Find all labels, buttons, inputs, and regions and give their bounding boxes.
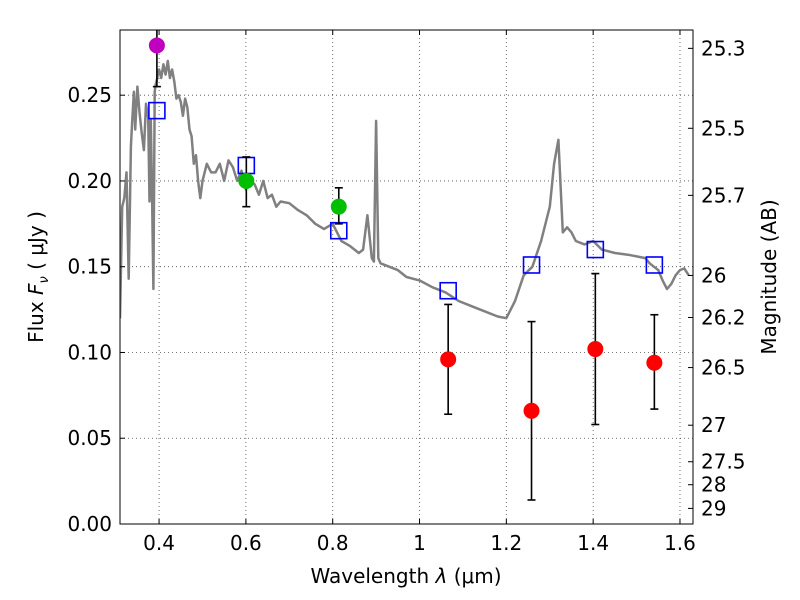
x-tick-label: 1.4 [577,531,609,555]
y2-axis-label: Magnitude (AB) [757,199,781,354]
model-photometry-square [586,240,605,259]
detection-point [440,351,457,368]
plot-layer [120,59,690,320]
model-photometry-square [439,281,457,300]
model-photometry-square [522,256,541,274]
x-tick-label: 1.6 [664,531,696,555]
detection-point [646,354,663,371]
y-tick-label: 0.25 [67,83,112,107]
y2-tick-label: 26 [701,263,726,287]
axis-layer: 0.4 0.6 0.8 1 1.2 1.4 1.6 0.00 0.05 0.10 0.15 0.20 0… [67,30,746,555]
marker-layer [148,30,664,501]
y2-tick-label: 26.2 [701,305,746,329]
detection-point [587,341,604,358]
y2-tick-label: 26.5 [701,356,746,380]
y2-tick-label: 27.5 [701,450,746,474]
y2-tick-label: 29 [701,496,726,520]
x-tick-label: 1 [413,531,426,555]
x-tick-label: 0.8 [317,531,349,555]
x-tick-label: 0.4 [143,531,175,555]
x-tick-label: 1.2 [490,531,522,555]
detection-point [330,198,347,215]
x-axis-label: Wavelength λ (μm) [310,564,501,588]
model-photometry-square [645,256,664,274]
y2-tick-label: 28 [701,473,726,497]
y-axis-label: Flux Fν ( μJy ) [24,211,52,343]
y2-tick-label: 25.3 [701,36,746,60]
plot-frame [119,29,694,525]
sed-model-line [120,59,690,320]
y2-tick-label: 27 [701,413,726,437]
y-tick-label: 0.15 [67,255,112,279]
y-tick-label: 0.05 [67,426,112,450]
detection-point [238,172,255,189]
y-tick-label: 0.20 [67,169,112,193]
y2-tick-label: 25.7 [701,183,746,207]
y2-tick-label: 25.5 [701,116,746,140]
x-tick-label: 0.6 [230,531,262,555]
detection-point [148,37,165,54]
y-tick-label: 0.10 [67,340,112,364]
y-tick-label: 0.00 [67,512,112,536]
detection-point [523,402,540,419]
model-photometry-square [148,101,166,120]
